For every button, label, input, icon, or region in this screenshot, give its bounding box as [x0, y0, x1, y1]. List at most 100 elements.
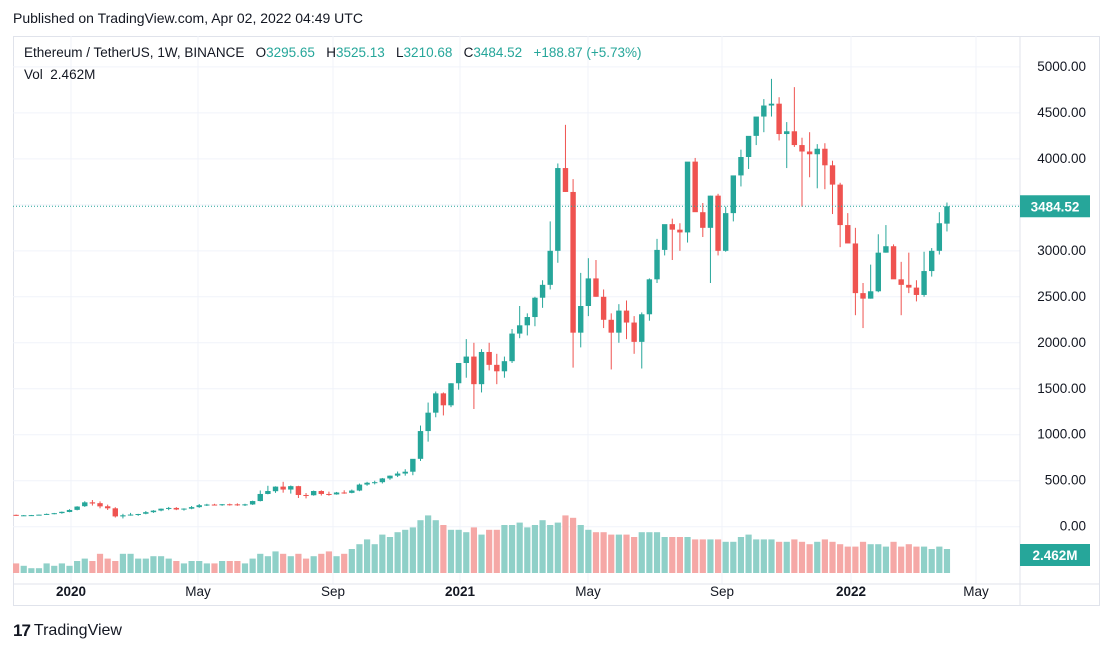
price-chart[interactable]: 5000.004500.004000.003500.003000.002500.…	[13, 36, 1100, 606]
candle-body	[326, 493, 332, 495]
volume-bar	[692, 539, 699, 573]
volume-bar	[631, 537, 638, 573]
volume-bar	[600, 532, 607, 573]
candle-body	[532, 297, 538, 318]
candle-body	[82, 502, 88, 507]
candle-body	[463, 356, 469, 364]
tradingview-footer[interactable]: 17 TradingView	[13, 621, 122, 641]
candle-body	[410, 458, 416, 472]
open-label: O	[255, 45, 267, 60]
volume-value: 2.462M	[50, 67, 96, 82]
candle-body	[204, 504, 210, 506]
volume-bar	[463, 532, 470, 573]
volume-bar	[455, 529, 462, 573]
candle-body	[890, 246, 897, 280]
candle-body	[173, 507, 180, 510]
volume-bar	[348, 549, 355, 573]
volume-bar	[547, 525, 554, 573]
volume-bar	[844, 546, 851, 573]
candle-body	[761, 105, 767, 117]
candle-body	[74, 506, 80, 510]
candle-body	[494, 364, 500, 372]
volume-bar	[302, 558, 310, 573]
candle-body	[387, 475, 393, 479]
candle-body	[43, 513, 50, 515]
volume-bar	[615, 534, 622, 573]
candle-body	[28, 515, 35, 517]
volume-bar	[569, 517, 577, 573]
volume-bar	[379, 534, 386, 573]
candle-body	[310, 491, 317, 496]
candle-body	[127, 514, 134, 516]
volume-bar	[104, 558, 111, 573]
volume-bar	[257, 553, 264, 573]
candle-body	[181, 508, 187, 510]
volume-bar	[173, 561, 180, 573]
candle-body	[806, 151, 813, 155]
candle-body	[722, 213, 729, 251]
volume-bar	[623, 534, 630, 573]
candle-body	[478, 351, 485, 385]
last-volume-badge	[1020, 544, 1090, 566]
volume-bar	[333, 556, 340, 573]
candle-body	[501, 361, 508, 372]
volume-bar	[722, 541, 729, 573]
volume-bar	[837, 544, 844, 573]
candle-body	[700, 212, 706, 228]
volume-bar	[142, 558, 149, 573]
candle-body	[715, 195, 721, 251]
close-value: 3484.52	[473, 45, 523, 60]
price-tick-label: 4000.00	[1037, 151, 1086, 166]
candle-body	[509, 333, 515, 362]
volume-bar	[58, 563, 65, 573]
volume-bar	[425, 515, 432, 573]
candle-body	[333, 492, 340, 495]
volume-bar	[386, 537, 394, 573]
volume-bar	[264, 556, 271, 573]
volume-bar	[524, 527, 531, 573]
volume-bar	[51, 565, 58, 573]
volume-bar	[341, 553, 348, 573]
candle-body	[166, 507, 172, 509]
volume-bar	[180, 563, 188, 573]
volume-bar	[943, 549, 951, 573]
volume-bar	[310, 556, 317, 573]
candle-body	[364, 482, 370, 485]
volume-bar	[852, 546, 859, 573]
volume-bar	[539, 520, 546, 573]
volume-bar	[753, 539, 760, 573]
candle-body	[555, 168, 561, 251]
volume-bar	[646, 532, 653, 573]
candle-body	[646, 279, 653, 315]
volume-bar	[936, 546, 943, 573]
candle-body	[104, 506, 111, 509]
time-tick-label: 2022	[836, 584, 866, 599]
volume-bar	[928, 549, 935, 573]
candle-body	[578, 305, 584, 333]
candle-body	[196, 505, 202, 508]
volume-bar	[295, 553, 302, 573]
candle-body	[845, 225, 851, 244]
candle-body	[936, 223, 943, 251]
volume-bar	[203, 563, 210, 573]
volume-bar	[737, 537, 745, 573]
volume-bar	[776, 541, 783, 573]
candle-body	[318, 491, 324, 494]
volume-bar	[669, 537, 676, 573]
volume-bar	[81, 558, 88, 573]
volume-bar	[707, 539, 714, 573]
published-caption: Published on TradingView.com, Apr 02, 20…	[13, 10, 363, 26]
candle-body	[249, 501, 256, 505]
candle-body	[608, 319, 614, 333]
candle-body	[448, 383, 454, 406]
volume-bar	[196, 561, 203, 573]
candle-body	[112, 508, 118, 517]
change-value: +188.87 (+5.73%)	[533, 45, 642, 60]
candle-body	[692, 161, 698, 213]
candle-body	[570, 191, 576, 333]
candle-body	[402, 471, 408, 474]
candle-body	[661, 224, 668, 250]
candle-body	[738, 157, 744, 176]
volume-bar	[905, 544, 912, 573]
candle-body	[631, 322, 637, 342]
